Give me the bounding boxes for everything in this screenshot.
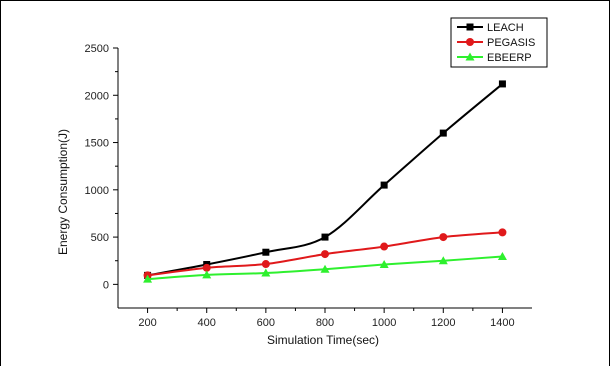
series-pegasis-point [498, 228, 507, 237]
series-ebeerp-point [379, 260, 389, 269]
x-tick-label: 200 [138, 317, 156, 329]
series-pegasis-point [321, 250, 329, 259]
series-leach [144, 80, 506, 279]
series-leach-point [498, 80, 506, 88]
y-axis-label: Energy Consumption(J) [56, 129, 70, 255]
series-pegasis-point [380, 242, 389, 251]
series-leach-point [439, 129, 447, 137]
y-tick-label: 2500 [85, 43, 109, 55]
series-leach-line [147, 83, 504, 277]
series-ebeerp-point [320, 264, 330, 273]
y-tick-label: 500 [91, 232, 109, 244]
x-tick-label: 1000 [372, 317, 396, 329]
x-axis-ticks: 200 400 600 800 1000 1200 1400 [138, 308, 515, 329]
legend-pegasis-marker [466, 38, 474, 46]
series-ebeerp [143, 251, 507, 283]
series-pegasis-point [261, 260, 270, 269]
series-leach-point [262, 248, 270, 256]
legend-ebeerp-marker [465, 52, 475, 61]
legend-leach-marker [466, 23, 474, 31]
legend-pegasis-label: PEGASIS [487, 37, 535, 49]
x-tick-label: 400 [198, 317, 216, 329]
y-tick-label: 1000 [85, 185, 109, 197]
x-tick-label: 600 [257, 317, 275, 329]
legend-ebeerp-label: EBEERP [487, 52, 532, 64]
series-pegasis-point [439, 233, 448, 242]
x-tick-label: 1200 [431, 317, 455, 329]
legend: LEACH PEGASIS EBEERP [450, 17, 548, 68]
series-ebeerp-point [202, 270, 212, 279]
y-tick-label: 0 [103, 279, 109, 291]
y-tick-label: 2000 [85, 90, 109, 102]
y-tick-label: 1500 [85, 138, 109, 150]
series-layer [143, 80, 507, 283]
series-leach-point [321, 233, 329, 241]
series-pegasis-point [202, 263, 211, 272]
series-ebeerp-point [497, 251, 507, 260]
series-ebeerp-point [143, 274, 153, 283]
legend-leach-label: LEACH [487, 22, 524, 34]
series-leach-point [380, 181, 388, 189]
x-axis-label: Simulation Time(sec) [267, 333, 379, 347]
series-ebeerp-point [261, 268, 271, 277]
x-tick-label: 1400 [490, 317, 514, 329]
x-tick-label: 800 [316, 317, 334, 329]
series-ebeerp-point [438, 256, 448, 265]
y-axis-ticks: 0 500 1000 1500 2000 2500 [85, 43, 118, 291]
